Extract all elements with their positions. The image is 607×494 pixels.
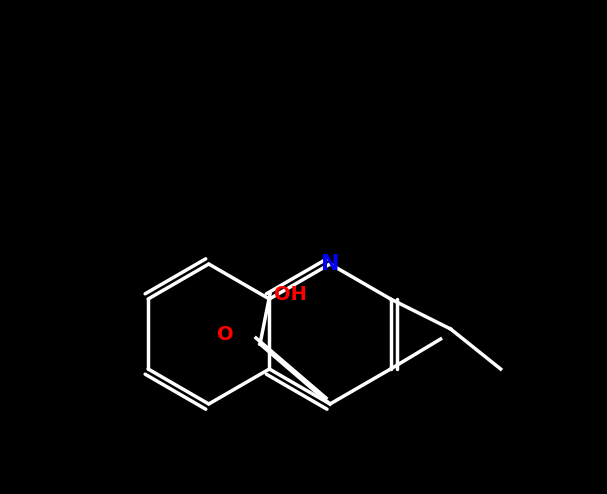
Text: OH: OH	[274, 285, 307, 303]
Text: O: O	[217, 325, 233, 343]
Text: N: N	[320, 254, 339, 274]
